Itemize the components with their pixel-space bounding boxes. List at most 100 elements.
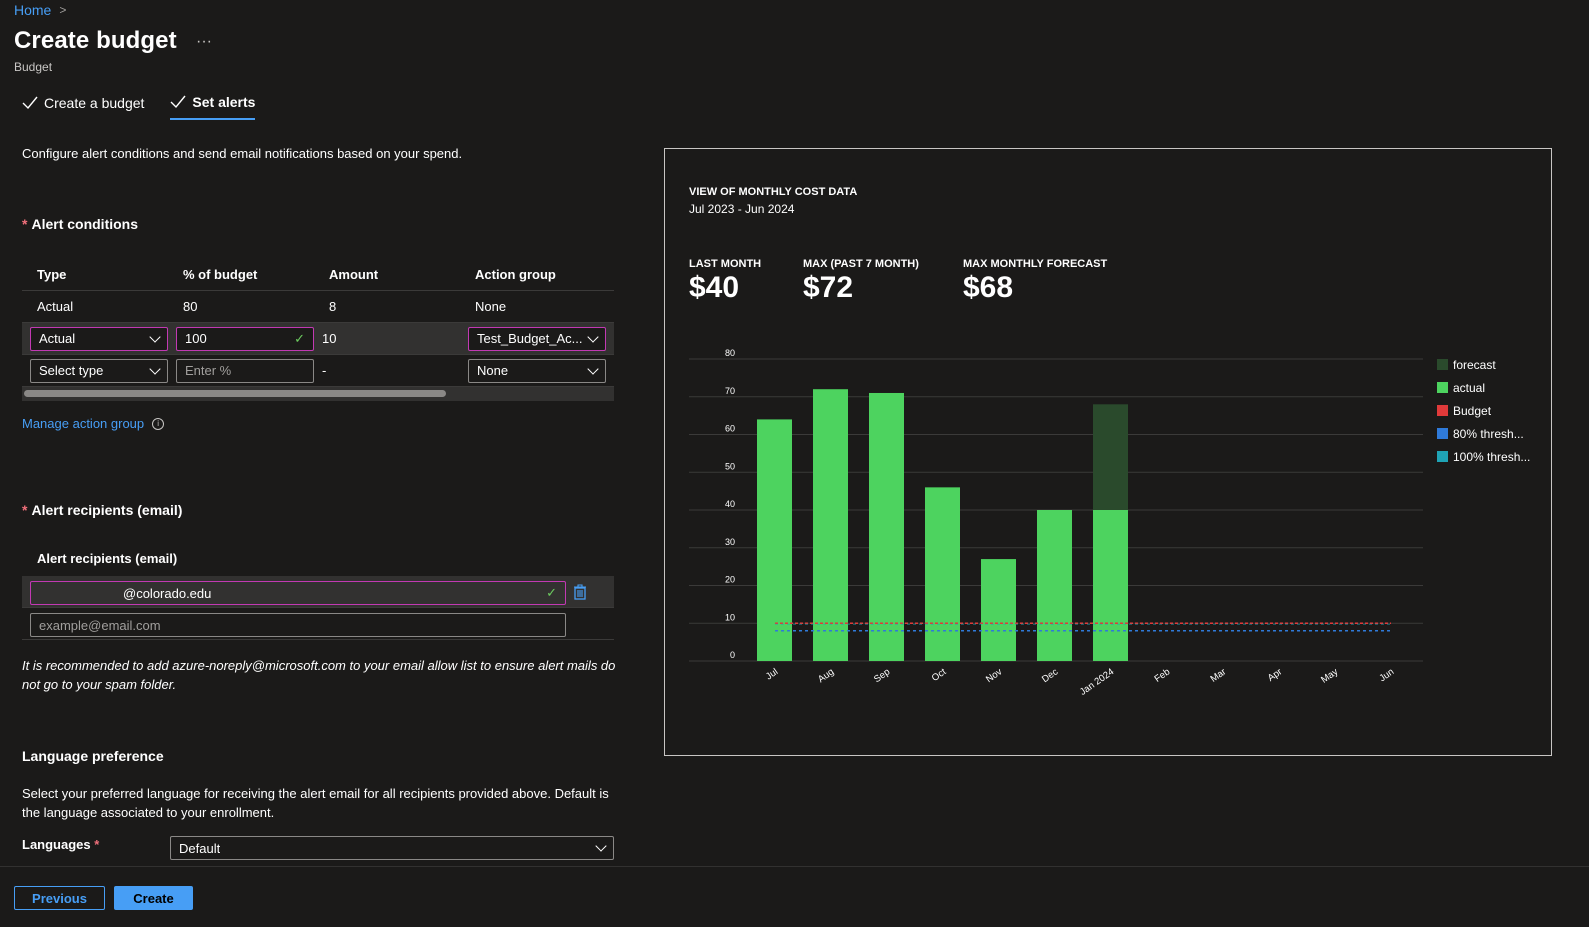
y-tick-label: 0 [730,650,735,660]
alert-conditions-heading: * Alert conditions [22,216,138,232]
amount-cell: 8 [329,299,337,314]
y-tick-label: 40 [725,499,735,509]
page-description: Configure alert conditions and send emai… [22,146,463,161]
chevron-down-icon [595,840,607,852]
legend-item-actual[interactable]: actual [1437,376,1530,399]
actual-bar [813,389,848,661]
action-group-dropdown[interactable]: None [468,358,606,383]
table-header: Type % of budget Amount Action group [22,258,614,291]
recipients-column-header: Alert recipients (email) [37,551,178,566]
y-tick-label: 80 [725,348,735,358]
checkmark-icon [22,96,38,110]
percent-input[interactable]: Enter % [176,358,314,383]
tab-set-alerts[interactable]: Set alerts [170,94,256,120]
legend-label: Budget [1453,403,1492,418]
email-row: example@email.com [22,608,614,640]
percent-input-placeholder: Enter % [185,363,232,378]
y-tick-label: 70 [725,386,735,396]
actual-bar [981,559,1016,661]
table-row: Actual 80 8 None [22,291,614,323]
kpi-value: $68 [963,271,1014,304]
wizard-tabs: Create a budget Set alerts [22,94,256,120]
actual-bar [757,419,792,661]
percent-input[interactable]: 100 ✓ [176,326,314,351]
type-dropdown[interactable]: Select type [30,358,168,383]
delete-icon[interactable] [573,584,587,600]
chart-date-range: Jul 2023 - Jun 2024 [689,202,795,216]
column-header-percent: % of budget [183,266,258,282]
x-tick-label: Mar [1208,666,1228,684]
column-header-type: Type [37,266,67,282]
x-tick-label: Oct [930,666,949,684]
legend-item-80-threshold[interactable]: 80% thresh... [1437,422,1530,445]
x-tick-label: Jan 2024 [1078,666,1116,697]
page-title: Create budget [14,27,177,54]
alert-conditions-title: Alert conditions [31,216,139,232]
email-input[interactable]: example@email.com [30,613,566,637]
languages-label: Languages * [22,837,103,852]
legend-item-100-threshold[interactable]: 100% thresh... [1437,445,1530,468]
page-subtitle: Budget [14,60,53,74]
x-tick-label: May [1319,666,1340,685]
x-tick-label: Jun [1377,666,1396,684]
alert-recipients-heading: * Alert recipients (email) [22,502,182,518]
legend-swatch [1437,405,1448,416]
action-group-dropdown[interactable]: Test_Budget_Ac... [468,326,606,351]
create-button[interactable]: Create [114,886,193,910]
action-group-cell: None [475,299,507,314]
alert-recipients-title: Alert recipients (email) [31,502,183,518]
kpi-label: LAST MONTH [689,258,762,270]
y-tick-label: 30 [725,537,735,547]
y-tick-label: 60 [725,424,735,434]
kpi-max-forecast: MAX MONTHLY FORECAST $68 [963,258,1107,305]
action-group-dropdown-value: None [477,363,509,378]
more-options-icon[interactable]: ··· [196,33,212,50]
previous-button[interactable]: Previous [14,886,105,910]
cost-chart-card: VIEW OF MONTHLY COST DATA Jul 2023 - Jun… [664,148,1552,756]
email-row: @colorado.edu ✓ [22,576,614,608]
footer-divider [0,866,1589,867]
legend-item-forecast[interactable]: forecast [1437,353,1530,376]
kpi-value: $40 [689,271,740,304]
actual-bar [869,392,904,661]
manage-action-group-link[interactable]: Manage action group [22,416,145,431]
chevron-down-icon [149,330,161,343]
chevron-down-icon [149,362,161,375]
kpi-label: MAX MONTHLY FORECAST [963,258,1108,270]
legend-label: actual [1453,380,1486,395]
legend-swatch [1437,451,1448,462]
chevron-right-icon: > [59,3,67,17]
languages-dropdown[interactable]: Default [170,836,614,860]
email-input-placeholder: example@email.com [39,617,161,633]
action-group-dropdown-value: Test_Budget_Ac... [477,331,583,346]
x-tick-label: Feb [1152,666,1172,684]
type-dropdown[interactable]: Actual [30,326,168,351]
kpi-label: MAX (PAST 7 MONTH) [803,258,919,270]
y-tick-label: 20 [725,575,735,585]
actual-bar [1037,510,1072,661]
tab-label: Create a budget [44,95,145,111]
info-icon[interactable]: i [152,417,165,430]
horizontal-scrollbar[interactable] [22,387,614,401]
percent-input-value: 100 [185,331,207,346]
scrollbar-thumb[interactable] [24,390,446,397]
breadcrumb-home-link[interactable]: Home [14,2,52,18]
y-tick-label: 50 [725,461,735,471]
tab-create-a-budget[interactable]: Create a budget [22,94,144,120]
legend-label: 100% thresh... [1453,449,1531,464]
type-cell: Actual [37,299,74,314]
actual-bar [925,487,960,661]
manage-action-group: Manage action group i [22,416,165,431]
type-dropdown-value: Actual [39,331,76,346]
amount-cell: 10 [322,331,337,346]
required-asterisk: * [94,837,100,852]
alert-conditions-table: Type % of budget Amount Action group Act… [22,258,614,387]
x-tick-label: Nov [984,666,1004,685]
language-preference-heading: Language preference [22,748,164,764]
breadcrumb: Home > [14,2,66,18]
legend-item-budget[interactable]: Budget [1437,399,1530,422]
email-input[interactable]: @colorado.edu ✓ [30,581,566,605]
y-tick-label: 10 [725,612,735,622]
required-asterisk: * [22,502,28,518]
email-input-value: @colorado.edu [123,585,212,601]
